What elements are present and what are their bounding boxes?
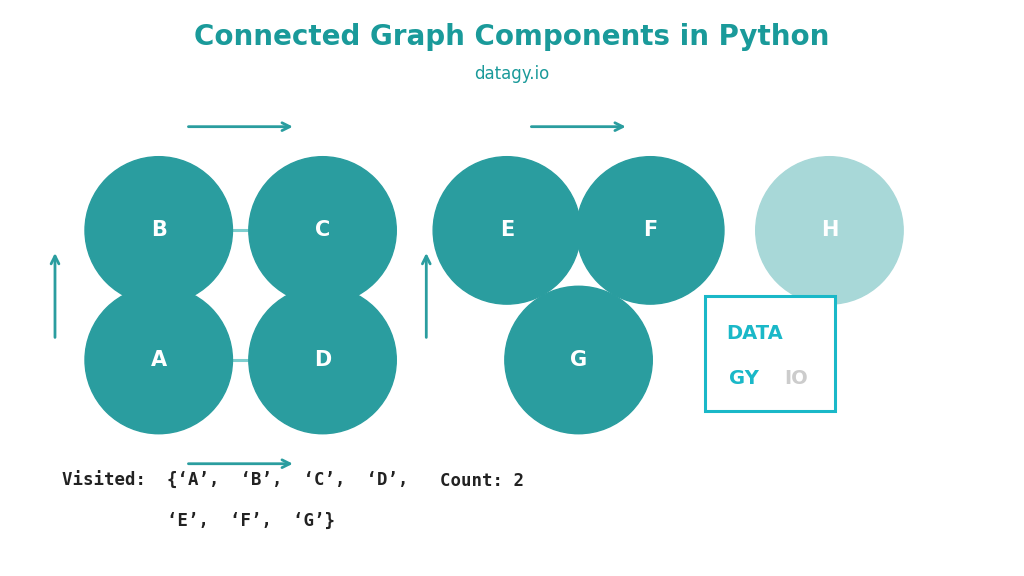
- Text: Count: 2: Count: 2: [440, 472, 524, 490]
- Text: A: A: [151, 350, 167, 370]
- Text: F: F: [643, 221, 657, 240]
- Circle shape: [756, 157, 903, 304]
- Text: DATA: DATA: [726, 324, 782, 343]
- Text: Connected Graph Components in Python: Connected Graph Components in Python: [195, 24, 829, 51]
- Text: GY: GY: [729, 369, 759, 388]
- Text: E: E: [500, 221, 514, 240]
- Text: C: C: [315, 221, 330, 240]
- Text: G: G: [570, 350, 587, 370]
- Circle shape: [85, 157, 232, 304]
- FancyBboxPatch shape: [705, 296, 835, 411]
- Text: ‘E’,  ‘F’,  ‘G’}: ‘E’, ‘F’, ‘G’}: [62, 512, 335, 530]
- Circle shape: [505, 286, 652, 434]
- Text: Visited:  {‘A’,  ‘B’,  ‘C’,  ‘D’,: Visited: {‘A’, ‘B’, ‘C’, ‘D’,: [62, 472, 409, 490]
- Text: D: D: [314, 350, 331, 370]
- Text: B: B: [151, 221, 167, 240]
- Text: datagy.io: datagy.io: [474, 65, 550, 83]
- Text: IO: IO: [784, 369, 808, 388]
- Circle shape: [577, 157, 724, 304]
- Circle shape: [249, 286, 396, 434]
- Circle shape: [85, 286, 232, 434]
- Text: H: H: [821, 221, 838, 240]
- Circle shape: [249, 157, 396, 304]
- Circle shape: [433, 157, 581, 304]
